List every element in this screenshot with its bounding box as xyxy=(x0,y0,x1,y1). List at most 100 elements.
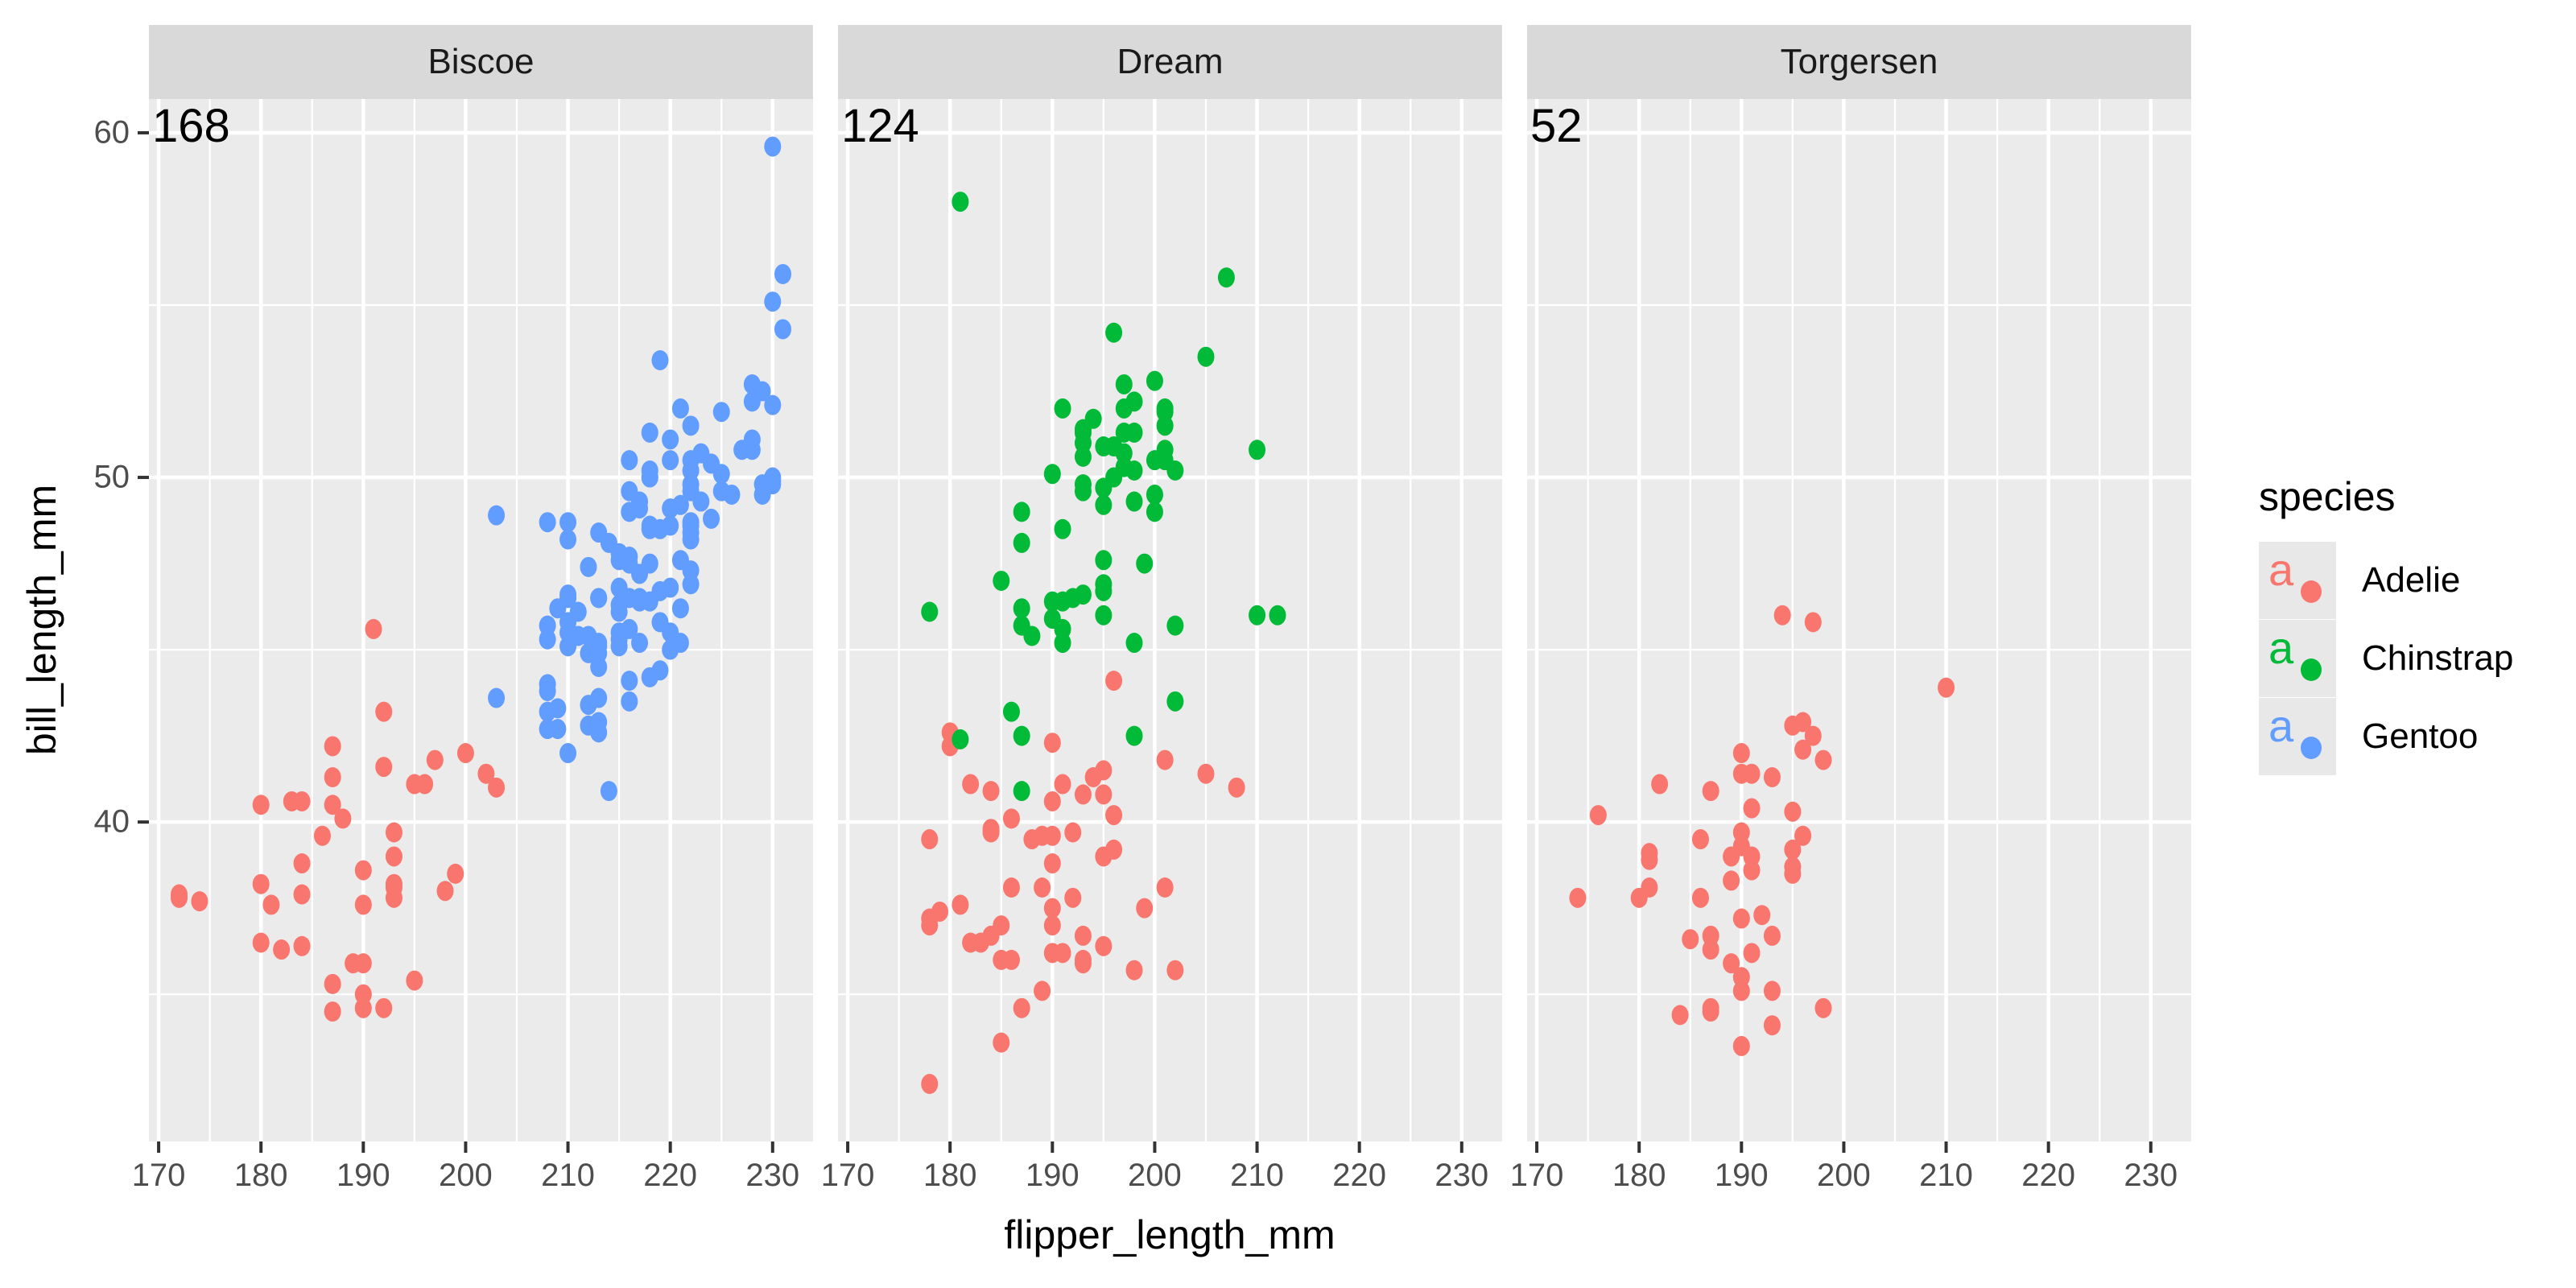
facet-strip-dream: Dream xyxy=(838,25,1502,99)
data-point-adelie xyxy=(354,997,372,1018)
data-point-chinstrap xyxy=(1136,553,1154,574)
data-point-adelie xyxy=(1074,953,1092,974)
data-point-adelie xyxy=(1034,877,1051,898)
data-point-adelie xyxy=(1095,935,1113,956)
data-point-adelie xyxy=(1763,766,1781,787)
data-point-gentoo xyxy=(662,450,679,471)
data-point-chinstrap xyxy=(1197,346,1215,367)
data-point-chinstrap xyxy=(1166,460,1184,481)
data-point-chinstrap xyxy=(1002,701,1020,722)
data-point-chinstrap xyxy=(1013,615,1030,636)
data-point-gentoo xyxy=(641,553,658,574)
data-point-gentoo xyxy=(682,460,700,481)
data-point-gentoo xyxy=(590,588,608,609)
legend-letter-glyph: a xyxy=(2268,700,2294,751)
data-point-gentoo xyxy=(764,136,782,157)
data-point-adelie xyxy=(921,1074,939,1095)
data-point-adelie xyxy=(1569,887,1587,908)
data-point-gentoo xyxy=(539,701,556,722)
x-tick-label: 190 xyxy=(1714,1158,1769,1193)
data-point-adelie xyxy=(1732,980,1750,1001)
legend-letter-glyph: a xyxy=(2268,622,2294,673)
data-point-gentoo xyxy=(621,671,638,691)
facet-strip-torgersen: Torgersen xyxy=(1527,25,2191,99)
data-point-adelie xyxy=(191,891,208,912)
data-point-adelie xyxy=(1743,846,1761,867)
x-tick-label: 180 xyxy=(923,1158,977,1193)
data-point-chinstrap xyxy=(1146,484,1163,505)
data-point-adelie xyxy=(1702,939,1719,960)
data-point-adelie xyxy=(1043,915,1061,936)
data-point-adelie xyxy=(273,939,291,960)
data-point-adelie xyxy=(1743,860,1761,881)
data-point-chinstrap xyxy=(1217,267,1235,288)
data-point-gentoo xyxy=(743,374,761,394)
data-point-gentoo xyxy=(662,498,679,519)
data-point-adelie xyxy=(1723,846,1740,867)
data-point-adelie xyxy=(1753,905,1771,926)
data-point-adelie xyxy=(962,774,980,795)
data-point-gentoo xyxy=(774,263,791,284)
data-point-gentoo xyxy=(641,467,658,488)
data-point-adelie xyxy=(477,763,495,784)
data-point-adelie xyxy=(1074,784,1092,805)
y-tick-label: 40 xyxy=(93,803,130,840)
legend-title: species xyxy=(2259,474,2396,519)
data-point-gentoo xyxy=(559,612,577,633)
data-point-chinstrap xyxy=(1166,691,1184,712)
data-point-chinstrap xyxy=(1125,491,1143,512)
data-point-adelie xyxy=(921,829,939,850)
data-point-adelie xyxy=(252,795,270,815)
data-point-chinstrap xyxy=(1013,532,1030,553)
data-point-adelie xyxy=(252,932,270,953)
data-point-chinstrap xyxy=(1095,550,1113,571)
data-point-adelie xyxy=(354,984,372,1005)
data-point-gentoo xyxy=(641,422,658,443)
data-point-gentoo xyxy=(662,515,679,536)
data-point-adelie xyxy=(1814,749,1832,770)
data-point-gentoo xyxy=(590,642,608,663)
data-point-chinstrap xyxy=(1013,781,1030,802)
facet-count-annotation: 168 xyxy=(152,100,230,152)
data-point-adelie xyxy=(1641,877,1658,898)
data-point-chinstrap xyxy=(1115,443,1133,464)
data-point-chinstrap xyxy=(1095,574,1113,595)
data-point-adelie xyxy=(1732,967,1750,988)
data-point-chinstrap xyxy=(1054,633,1071,654)
data-point-adelie xyxy=(252,873,270,894)
data-point-adelie xyxy=(1763,980,1781,1001)
data-point-chinstrap xyxy=(1156,402,1174,423)
legend-letter-glyph: a xyxy=(2268,544,2294,595)
x-tick-label: 220 xyxy=(643,1158,698,1193)
data-point-adelie xyxy=(1732,908,1750,929)
data-point-adelie xyxy=(1043,898,1061,919)
data-point-adelie xyxy=(1702,925,1719,946)
data-point-adelie xyxy=(993,949,1010,970)
legend-point-icon xyxy=(2301,580,2322,603)
facet-count-annotation: 52 xyxy=(1530,100,1583,152)
data-point-adelie xyxy=(375,757,393,778)
data-point-adelie xyxy=(1013,997,1030,1018)
data-point-adelie xyxy=(385,822,402,843)
data-point-adelie xyxy=(1804,725,1822,746)
data-point-adelie xyxy=(1002,877,1020,898)
y-tick-label: 50 xyxy=(93,459,130,495)
data-point-gentoo xyxy=(671,550,689,571)
x-tick-label: 210 xyxy=(541,1158,595,1193)
data-point-adelie xyxy=(1732,1035,1750,1056)
data-point-adelie xyxy=(385,846,402,867)
data-point-gentoo xyxy=(559,743,577,764)
data-point-adelie xyxy=(1589,805,1607,826)
data-point-adelie xyxy=(1054,774,1071,795)
data-point-adelie xyxy=(1034,980,1051,1001)
data-point-gentoo xyxy=(621,481,638,502)
data-point-adelie xyxy=(993,1032,1010,1053)
data-point-chinstrap xyxy=(1156,440,1174,460)
panel-torgersen xyxy=(1527,99,2191,1141)
data-point-adelie xyxy=(1156,877,1174,898)
data-point-adelie xyxy=(1043,791,1061,811)
data-point-adelie xyxy=(1691,887,1709,908)
data-point-gentoo xyxy=(580,695,597,716)
data-point-chinstrap xyxy=(1156,415,1174,436)
